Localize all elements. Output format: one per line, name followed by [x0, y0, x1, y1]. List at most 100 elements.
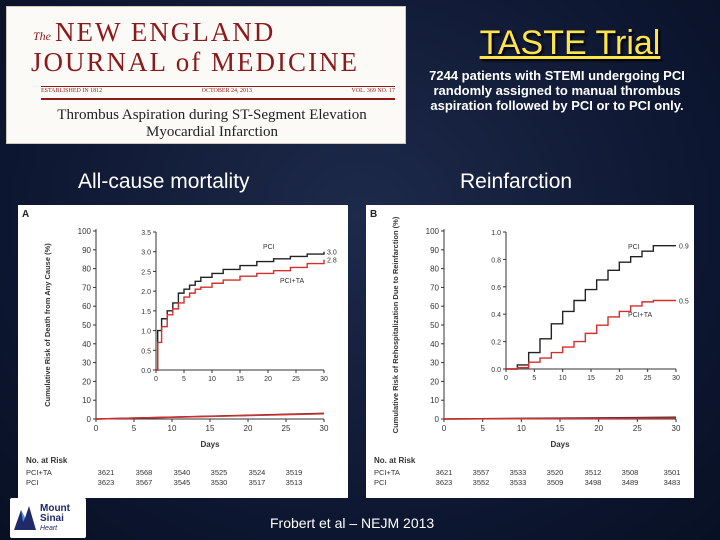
citation: Frobert et al – NEJM 2013 — [270, 515, 435, 531]
y-tick-label: 40 — [82, 340, 91, 349]
y-tick-label: 10 — [430, 396, 439, 405]
inset-x-tick-label: 10 — [208, 376, 216, 383]
at-risk-value: 3498 — [585, 478, 602, 487]
x-axis-title: Days — [550, 440, 570, 449]
nejm-masthead: The NEW ENGLAND JOURNAL of MEDICINE ESTA… — [6, 6, 406, 144]
inset-x-tick-label: 10 — [559, 375, 567, 382]
inset-x-tick-label: 20 — [615, 375, 623, 382]
x-tick-label: 0 — [94, 424, 99, 433]
mount-sinai-logo: Mount Sinai Heart — [10, 498, 86, 538]
at-risk-row-name: PCI — [374, 478, 387, 487]
y-tick-label: 70 — [82, 283, 91, 292]
mount-sinai-icon — [14, 506, 36, 530]
panel-letter: B — [370, 209, 377, 220]
at-risk-value: 3568 — [136, 468, 153, 477]
x-tick-label: 25 — [282, 424, 291, 433]
inset-x-tick-label: 15 — [587, 375, 595, 382]
series-name-label: PCI+TA — [628, 312, 653, 319]
at-risk-value: 3623 — [98, 478, 115, 487]
x-axis-title: Days — [200, 440, 220, 449]
y-tick-label: 30 — [82, 359, 91, 368]
inset-y-tick-label: 1.5 — [141, 309, 151, 316]
inset-x-tick-label: 20 — [264, 376, 272, 383]
chart-panel-b: B 0 10 20 30 40 50 60 70 80 90 100 0 5 10 15 20 25 30 Days C… — [366, 205, 694, 498]
at-risk-value: 3513 — [286, 478, 303, 487]
article-title-line2: Myocardial Infarction — [145, 124, 279, 140]
y-tick-label: 40 — [430, 340, 439, 349]
logo-line3: Heart — [40, 525, 58, 532]
masthead-meta: ESTABLISHED IN 1812 OCTOBER 24, 2013 VOL… — [41, 86, 395, 94]
at-risk-value: 3517 — [249, 478, 266, 487]
y-tick-label: 50 — [430, 321, 439, 330]
masthead-the: The — [33, 29, 51, 43]
article-title-line1: Thrombus Aspiration during ST-Segment El… — [57, 107, 367, 123]
x-tick-label: 30 — [320, 424, 329, 433]
inset-x-tick-label: 30 — [672, 375, 680, 382]
masthead-line1: NEW ENGLAND — [55, 17, 276, 47]
at-risk-row-name: PCI — [26, 478, 39, 487]
inset-y-tick-label: 1.0 — [491, 230, 501, 237]
inset-y-tick-label: 0.4 — [491, 312, 501, 319]
x-tick-label: 30 — [672, 424, 681, 433]
at-risk-title: No. at Risk — [26, 456, 68, 465]
article-title: Thrombus Aspiration during ST-Segment El… — [27, 107, 397, 141]
inset-x-tick-label: 5 — [182, 376, 186, 383]
x-tick-label: 10 — [517, 424, 526, 433]
y-tick-label: 0 — [435, 415, 440, 424]
inset-x-tick-label: 25 — [644, 375, 652, 382]
at-risk-value: 3520 — [547, 468, 564, 477]
inset-y-tick-label: 3.5 — [141, 230, 151, 237]
at-risk-value: 3524 — [249, 468, 266, 477]
inset-x-tick-label: 15 — [236, 376, 244, 383]
inset-y-tick-label: 0.2 — [491, 340, 501, 347]
mortality-label: All-cause mortality — [78, 170, 250, 193]
at-risk-value: 3621 — [436, 468, 453, 477]
main-series-line — [95, 412, 325, 420]
x-tick-label: 10 — [168, 424, 177, 433]
y-tick-label: 50 — [82, 321, 91, 330]
x-tick-label: 0 — [442, 424, 447, 433]
y-axis-title: Cumulative Risk of Rehospitalization Due… — [391, 216, 400, 433]
issue-date: OCTOBER 24, 2013 — [201, 88, 253, 94]
y-tick-label: 100 — [78, 227, 92, 236]
inset-series-line — [506, 245, 676, 370]
logo-line1: Mount — [40, 503, 70, 514]
main-series-line — [443, 417, 677, 420]
at-risk-value: 3483 — [664, 478, 681, 487]
inset-y-tick-label: 2.5 — [141, 269, 151, 276]
at-risk-value: 3540 — [174, 468, 191, 477]
inset-series-line — [506, 299, 676, 370]
inset-y-tick-label: 0.6 — [491, 285, 501, 292]
at-risk-value: 3533 — [510, 478, 527, 487]
series-name-label: PCI+TA — [280, 278, 305, 285]
at-risk-row-name: PCI+TA — [26, 468, 52, 477]
x-tick-label: 15 — [556, 424, 565, 433]
established: ESTABLISHED IN 1812 — [41, 88, 103, 94]
y-tick-label: 0 — [87, 415, 92, 424]
at-risk-row-name: PCI+TA — [374, 468, 400, 477]
inset-x-tick-label: 5 — [532, 375, 536, 382]
x-tick-label: 20 — [244, 424, 253, 433]
y-tick-label: 100 — [426, 227, 440, 236]
y-tick-label: 20 — [430, 377, 439, 386]
inset-series-line — [156, 259, 325, 371]
series-end-label: 2.8 — [327, 258, 337, 265]
at-risk-value: 3525 — [211, 468, 228, 477]
x-tick-label: 5 — [480, 424, 485, 433]
at-risk-value: 3508 — [622, 468, 639, 477]
x-tick-label: 20 — [594, 424, 603, 433]
x-tick-label: 15 — [206, 424, 215, 433]
inset-y-tick-label: 0.8 — [491, 257, 501, 264]
inset-y-tick-label: 0.5 — [141, 348, 151, 355]
at-risk-value: 3567 — [136, 478, 153, 487]
inset-y-tick-label: 0.0 — [141, 368, 151, 375]
inset-x-tick-label: 25 — [292, 376, 300, 383]
y-tick-label: 90 — [82, 246, 91, 255]
inset-y-tick-label: 1.0 — [141, 329, 151, 336]
y-tick-label: 10 — [82, 396, 91, 405]
series-name-label: PCI — [263, 244, 275, 251]
at-risk-title: No. at Risk — [374, 456, 416, 465]
y-tick-label: 80 — [430, 265, 439, 274]
at-risk-value: 3519 — [286, 468, 303, 477]
